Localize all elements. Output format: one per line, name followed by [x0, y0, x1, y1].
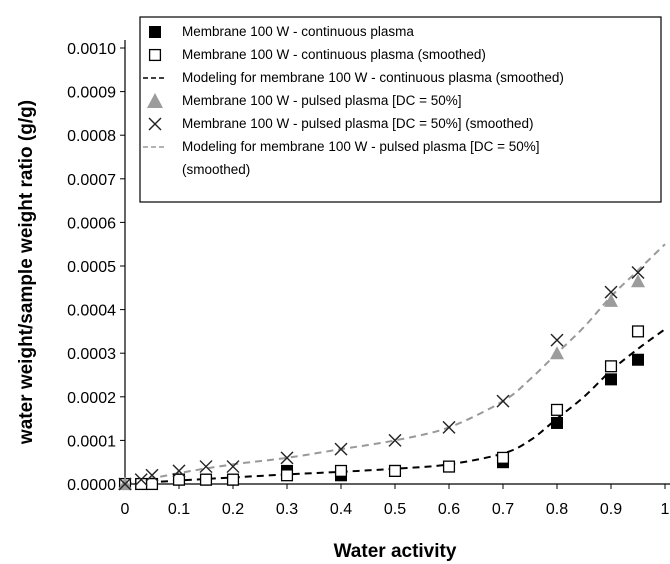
y-tick-label: 0.0003 [67, 346, 116, 363]
data-point-series-4-stroke [442, 420, 456, 434]
data-points [118, 266, 645, 491]
data-point-series-1 [226, 473, 240, 486]
data-point-series-1 [199, 473, 213, 486]
x-tick-label: 0 [121, 501, 130, 518]
data-point-series-1 [631, 325, 645, 338]
y-tick-label: 0.0006 [67, 215, 116, 232]
data-point-series-4 [442, 420, 456, 434]
legend-label: Membrane 100 W - pulsed plasma [DC = 50%… [182, 116, 534, 131]
model-curve-series-2 [124, 328, 666, 485]
legend-label: Membrane 100 W - continuous plasma [182, 24, 414, 39]
data-point-series-4 [199, 460, 213, 474]
x-tick-label: 0.6 [438, 501, 460, 518]
legend-label: Modeling for membrane 100 W - continuous… [182, 70, 564, 85]
data-point-series-4 [388, 433, 402, 447]
axes [120, 40, 670, 489]
model-curves [124, 243, 666, 485]
data-point-series-1 [280, 469, 294, 482]
x-tick-label: 0.4 [330, 501, 352, 518]
data-point-series-1 [388, 464, 402, 477]
data-point-series-4 [631, 266, 645, 280]
data-point-series-4-stroke [199, 460, 213, 474]
y-tick-label: 0.0004 [67, 303, 116, 320]
x-axis-title: Water activity [334, 541, 457, 562]
data-point-series-4-stroke [631, 266, 645, 280]
y-tick-label: 0.0010 [67, 41, 116, 58]
data-point-series-4 [134, 473, 148, 487]
x-tick-label: 1 [661, 501, 670, 518]
data-point-series-4-stroke [604, 285, 618, 299]
y-tick-label: 0.0007 [67, 172, 116, 189]
x-tick-label: 0.5 [384, 501, 406, 518]
y-tick-label: 0.0002 [67, 390, 116, 407]
data-point-series-1 [604, 360, 618, 373]
data-point-series-4-stroke [550, 333, 564, 347]
data-point-series-4 [226, 460, 240, 474]
model-curve-series-5 [124, 243, 666, 485]
x-tick-label: 0.9 [600, 501, 622, 518]
legend-symbol-cross-stroke [148, 117, 162, 131]
data-point-series-4-stroke [334, 442, 348, 456]
legend: Membrane 100 W - continuous plasma Membra… [139, 16, 662, 203]
legend-label: Modeling for membrane 100 W - pulsed pla… [182, 139, 540, 154]
legend-label: Membrane 100 W - pulsed plasma [DC = 50%… [182, 93, 462, 108]
data-point-series-4-stroke [496, 394, 510, 408]
data-point-series-0 [551, 416, 563, 429]
legend-label: (smoothed) [182, 162, 250, 177]
x-tick-label: 0.8 [546, 501, 568, 518]
data-point-series-4-stroke [118, 477, 132, 491]
legend-label: Membrane 100 W - continuous plasma (smoo… [182, 47, 486, 62]
y-tick-label: 0.0008 [67, 128, 116, 145]
data-point-series-4 [172, 464, 186, 478]
y-tick-label: 0.0000 [67, 477, 116, 494]
y-tick-label: 0.0005 [67, 259, 116, 276]
data-point-series-4 [550, 333, 564, 347]
y-axis-title: water weight/sample weight ratio (g/g) [16, 100, 37, 445]
data-point-series-3 [604, 293, 618, 307]
data-point-series-0 [632, 353, 644, 366]
data-point-series-4 [334, 442, 348, 456]
x-tick-label: 0.7 [492, 501, 514, 518]
data-point-series-1 [496, 451, 510, 464]
legend-symbol-cross [148, 117, 162, 131]
y-tick-label: 0.0001 [67, 433, 116, 450]
data-point-series-1 [442, 460, 456, 473]
data-point-series-1 [334, 464, 348, 477]
x-tick-label: 0.1 [168, 501, 190, 518]
x-tick-label: 0.3 [276, 501, 298, 518]
data-point-series-4 [118, 477, 132, 491]
data-point-series-3 [550, 346, 564, 360]
data-point-series-1 [145, 477, 159, 491]
data-point-series-4 [280, 451, 294, 465]
tick-labels: 0 0.1 0.2 0.3 0.4 0.5 0.6 0.7 0.8 0.9 1 0.0000 0.000… [67, 41, 669, 518]
data-point-series-4-stroke [145, 468, 159, 482]
data-point-series-4 [604, 285, 618, 299]
data-point-series-4-stroke [134, 473, 148, 487]
legend-symbol-filled-square [149, 26, 161, 38]
data-point-series-4 [496, 394, 510, 408]
legend-box [139, 16, 662, 203]
data-point-series-4-stroke [388, 433, 402, 447]
data-point-series-0 [605, 373, 617, 386]
y-tick-label: 0.0009 [67, 85, 116, 102]
data-point-series-3 [631, 274, 645, 288]
data-point-series-4-stroke [226, 460, 240, 474]
x-tick-label: 0.2 [222, 501, 244, 518]
data-point-series-4 [145, 468, 159, 482]
legend-symbol-gray-triangle [147, 93, 163, 108]
data-point-series-1 [550, 403, 564, 416]
data-point-series-1 [172, 473, 186, 486]
legend-symbol-open-square [148, 48, 162, 62]
data-point-series-4-stroke [172, 464, 186, 478]
data-point-series-4-stroke [280, 451, 294, 465]
